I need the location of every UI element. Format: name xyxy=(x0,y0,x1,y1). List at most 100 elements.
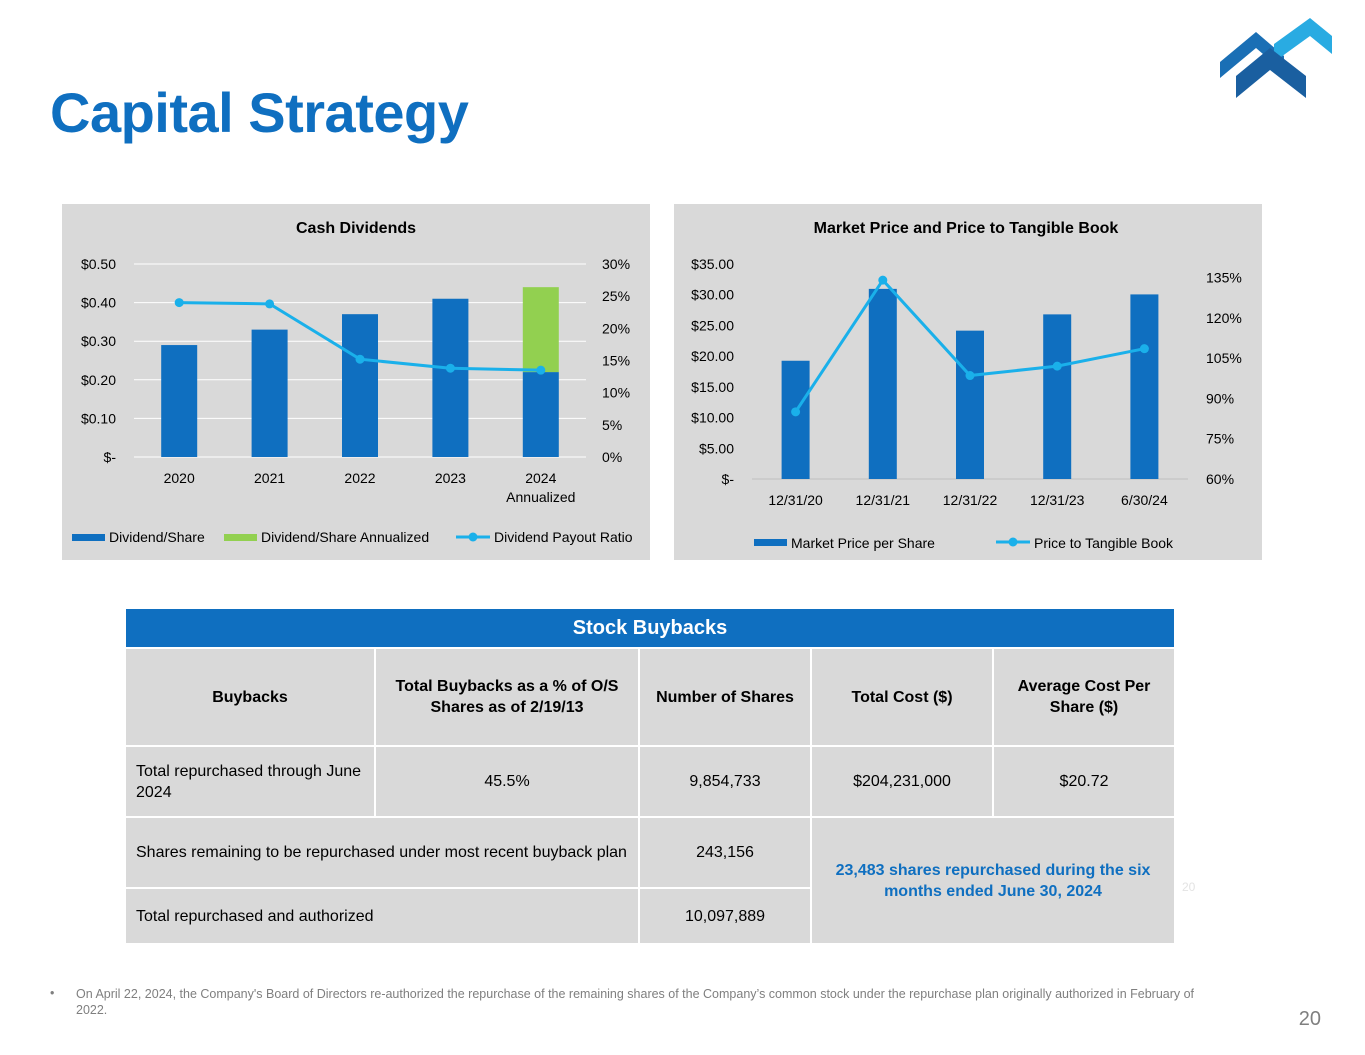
x-tick-label: 12/31/22 xyxy=(943,492,998,508)
page-title: Capital Strategy xyxy=(50,81,469,144)
row-pct: 45.5% xyxy=(374,745,640,818)
bar-dividend-share xyxy=(342,314,378,457)
footnote-bullet: • xyxy=(50,986,55,1000)
row-shares: 243,156 xyxy=(638,816,812,889)
y-left-tick-label: $25.00 xyxy=(691,317,734,333)
legend-swatch-dividend-share xyxy=(72,534,105,541)
stock-buybacks-table: Stock Buybacks Buybacks Total Buybacks a… xyxy=(123,607,1177,945)
row-label: Shares remaining to be repurchased under… xyxy=(124,816,640,889)
y-right-tick-label: 10% xyxy=(602,385,630,401)
y-right-tick-label: 5% xyxy=(602,417,622,433)
row-avg: $20.72 xyxy=(991,745,1177,818)
bar-market-price xyxy=(868,288,897,479)
bar-market-price xyxy=(1043,314,1072,479)
bar-dividend-share xyxy=(522,372,559,457)
row-shares: 10,097,889 xyxy=(638,887,812,945)
x-tick-label: 12/31/23 xyxy=(1030,492,1085,508)
chart-title: Market Price and Price to Tangible Book xyxy=(814,220,1119,237)
price-to-tangible-book-point xyxy=(1052,361,1062,371)
cash-dividends-chart: Cash Dividends $- $0.10 $0.20 $0.30 $0.40 $0.5… xyxy=(62,204,650,560)
y-right-tick-label: 25% xyxy=(602,288,630,304)
y-left-tick-label: $20.00 xyxy=(691,348,734,364)
payout-ratio-point xyxy=(355,354,365,364)
y-left-tick-label: $35.00 xyxy=(691,256,734,272)
y-right-tick-label: 60% xyxy=(1206,471,1234,487)
bar-dividend-share xyxy=(432,298,469,457)
col-header-pct: Total Buybacks as a % of O/S Shares as o… xyxy=(374,647,640,747)
table-title: Stock Buybacks xyxy=(123,607,1177,649)
page-number: 20 xyxy=(1298,1008,1321,1030)
ghost-page-number: 20 xyxy=(1182,880,1196,894)
y-right-tick-label: 90% xyxy=(1206,390,1234,406)
y-right-tick-label: 15% xyxy=(602,353,630,369)
legend-label: Dividend/Share xyxy=(109,529,205,545)
y-right-tick-label: 0% xyxy=(602,449,622,465)
col-header-shares: Number of Shares xyxy=(638,647,812,747)
market-price-svg: Market Price and Price to Tangible Book $… xyxy=(691,220,1242,551)
x-tick-label: 2023 xyxy=(435,470,466,486)
y-left-tick-label: $30.00 xyxy=(691,287,734,303)
legend-swatch-ptb-marker xyxy=(1008,537,1018,547)
x-tick-label: 2021 xyxy=(254,470,285,486)
row-cost: $204,231,000 xyxy=(810,745,994,818)
y-left-tick-label: $- xyxy=(104,449,117,465)
legend-swatch-market-price xyxy=(754,539,787,546)
legend-swatch-payout-marker xyxy=(468,532,478,542)
table-row: Total repurchased and authorized 10,097,… xyxy=(124,887,1175,945)
price-to-tangible-book-point xyxy=(1139,344,1149,354)
legend-label: Dividend Payout Ratio xyxy=(494,529,633,545)
x-tick-sublabel: Annualized xyxy=(506,489,575,505)
row-label: Total repurchased through June 2024 xyxy=(124,745,376,818)
y-right-tick-label: 135% xyxy=(1206,269,1242,285)
y-left-tick-label: $0.40 xyxy=(81,295,116,311)
y-left-tick-label: $10.00 xyxy=(691,410,734,426)
y-left-tick-label: $0.20 xyxy=(81,372,116,388)
price-to-tangible-book-point xyxy=(878,275,888,285)
y-left-tick-label: $- xyxy=(722,471,735,487)
y-left-tick-label: $0.30 xyxy=(81,333,116,349)
x-tick-label: 2022 xyxy=(344,470,375,486)
footnote: On April 22, 2024, the Company's Board o… xyxy=(76,987,1195,1017)
chart-title: Cash Dividends xyxy=(296,220,416,237)
buyback-note: 23,483 shares repurchased during the six… xyxy=(809,816,1177,945)
price-to-tangible-book-point xyxy=(791,407,801,417)
bar-dividend-share xyxy=(161,345,198,457)
x-tick-label: 12/31/21 xyxy=(856,492,911,508)
payout-ratio-point xyxy=(445,363,455,373)
y-left-tick-label: $0.10 xyxy=(81,410,116,426)
col-header-avg: Average Cost Per Share ($) xyxy=(991,647,1177,747)
bar-market-price xyxy=(1130,294,1159,479)
legend-label: Price to Tangible Book xyxy=(1034,535,1174,551)
row-shares: 9,854,733 xyxy=(638,745,812,818)
payout-ratio-point xyxy=(174,298,184,308)
y-right-tick-label: 75% xyxy=(1206,431,1234,447)
bar-dividend-share xyxy=(251,329,288,457)
bar-market-price xyxy=(781,360,810,479)
table-row: Shares remaining to be repurchased under… xyxy=(124,816,1177,945)
payout-ratio-point xyxy=(265,299,275,309)
payout-ratio-point xyxy=(536,365,546,375)
price-to-tangible-book-point xyxy=(965,371,975,381)
y-right-tick-label: 20% xyxy=(602,320,630,336)
company-logo-icon xyxy=(1220,18,1332,98)
x-tick-label: 12/31/20 xyxy=(768,492,823,508)
y-left-tick-label: $5.00 xyxy=(699,440,734,456)
bar-dividend-annualized xyxy=(522,287,559,373)
x-tick-label: 2020 xyxy=(164,470,195,486)
y-right-tick-label: 30% xyxy=(602,256,630,272)
y-right-tick-label: 120% xyxy=(1206,310,1242,326)
y-left-tick-label: $15.00 xyxy=(691,379,734,395)
x-tick-label: 6/30/24 xyxy=(1121,492,1168,508)
col-header-cost: Total Cost ($) xyxy=(810,647,994,747)
table-row: Total repurchased through June 2024 45.5… xyxy=(124,745,1177,818)
market-price-chart: Market Price and Price to Tangible Book $… xyxy=(674,204,1262,560)
legend-label: Dividend/Share Annualized xyxy=(261,529,429,545)
col-header-buybacks: Buybacks xyxy=(124,647,376,747)
row-label: Total repurchased and authorized xyxy=(124,887,640,945)
legend-swatch-annualized xyxy=(224,534,257,541)
cash-dividends-svg: Cash Dividends $- $0.10 $0.20 $0.30 $0.40 $0.5… xyxy=(72,220,633,545)
bar-market-price xyxy=(956,330,984,479)
y-left-tick-label: $0.50 xyxy=(81,256,116,272)
legend-label: Market Price per Share xyxy=(791,535,935,551)
x-tick-label: 2024 xyxy=(525,470,556,486)
